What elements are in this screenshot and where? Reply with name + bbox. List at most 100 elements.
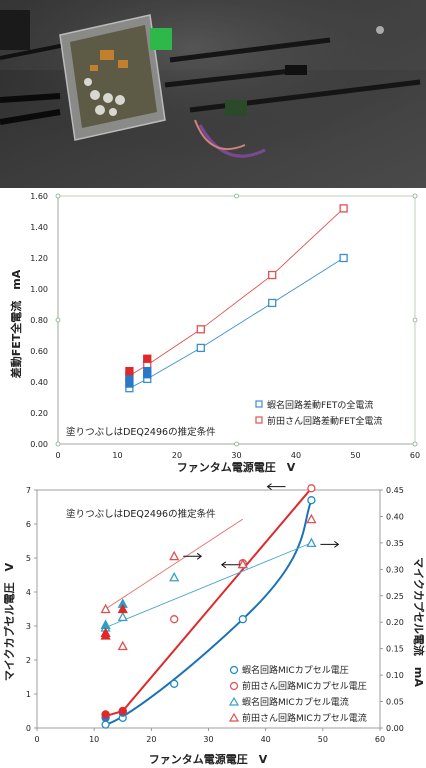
- y-tick-label-left: 6: [26, 520, 31, 529]
- legend-label-series-1: 蝦名回路差動FETの全電流: [267, 399, 373, 411]
- y-tick-label-left: 5: [26, 554, 31, 563]
- data-point-series-8: [100, 627, 111, 637]
- x-tick-label: 0: [55, 451, 60, 460]
- y-tick-label: 0.80: [30, 316, 48, 325]
- data-point-series-8: [117, 603, 128, 614]
- data-point-series-2: [196, 325, 205, 334]
- y-tick-label-right: 0.25: [386, 592, 404, 601]
- legend: 蝦名回路差動FETの全電流 前田さん回路差動FET全電流: [255, 399, 382, 427]
- y-tick-label: 1.20: [30, 254, 48, 263]
- frame-handle: [412, 193, 418, 199]
- data-point-series-1: [101, 720, 110, 729]
- y-tick-label-right: 0.15: [386, 645, 404, 654]
- antenna-middle: [164, 67, 301, 88]
- data-point-series-1: [307, 496, 316, 505]
- capacitors: [84, 78, 125, 116]
- legend-marker-series-2: [255, 416, 263, 424]
- y-tick-label-left: 1: [26, 690, 31, 699]
- x-tick-label: 0: [34, 735, 39, 744]
- x-tick-label: 10: [89, 735, 99, 744]
- x-tick-label: 20: [146, 735, 156, 744]
- y-tick-label-left: 2: [26, 656, 31, 665]
- data-point-series-3: [117, 611, 128, 622]
- x-axis-label: ファンタム電源電圧 V: [149, 752, 268, 766]
- y-tick-label: 1.40: [30, 223, 48, 232]
- data-point-series-2: [339, 204, 348, 213]
- data-point-series-1: [196, 343, 205, 353]
- pink-wire: [194, 119, 246, 150]
- y-tick-label-left: 4: [26, 588, 31, 597]
- y-tick-label-left: 0: [26, 724, 31, 733]
- y-tick-label-right: 0.35: [386, 539, 404, 548]
- data-point-series-3: [306, 537, 317, 548]
- wire-loop: [376, 26, 384, 34]
- purple-wire: [198, 124, 266, 158]
- annotation: 塗りつぶしはDEQ2496の推定条件: [66, 508, 216, 520]
- cable: [0, 109, 61, 125]
- legend-marker-series-1: [255, 400, 263, 408]
- connector: [285, 65, 307, 75]
- y-tick-label: 1.00: [30, 285, 48, 294]
- fit-line-series-4: [105, 518, 244, 610]
- arrow-icon: [220, 561, 240, 569]
- x-tick-label: 60: [375, 735, 385, 744]
- data-point-series-2: [268, 270, 277, 280]
- green-led-block: [150, 28, 172, 50]
- legend: 蝦名回路MICカプセル電圧 前田さん回路MICカプセル電圧 蝦名回路MICカプセ…: [228, 664, 367, 724]
- frame-handle: [55, 317, 61, 323]
- data-point-series-4: [143, 354, 152, 363]
- y-axis-label-right: マイクカプセル電流 mA: [412, 557, 426, 687]
- antenna-top: [169, 37, 331, 63]
- x-tick-label: 40: [261, 735, 271, 744]
- y-tick-label: 0.20: [30, 409, 48, 418]
- x-tick-label: 10: [112, 451, 122, 460]
- legend-label-series-4: 前田さん回路MICカプセル電流: [242, 712, 367, 724]
- data-point-series-1: [339, 253, 348, 263]
- current-chart: 0.00 0.20 0.40 0.60 0.80 1.00 1.20 1.40 1.60 0 10 2…: [0, 188, 426, 482]
- x-tick-label: 50: [350, 451, 360, 460]
- black-box: [0, 10, 30, 50]
- data-point-series-4: [100, 603, 111, 614]
- arrow-icon: [320, 541, 340, 548]
- arrow-icon: [266, 483, 286, 490]
- y-tick-label: 0.60: [30, 347, 48, 356]
- data-point-series-3: [143, 366, 152, 376]
- data-point-series-4: [169, 550, 180, 561]
- y-tick-label-right: 0.40: [386, 512, 404, 521]
- legend-marker-series-1: [229, 665, 239, 675]
- x-tick-label: 60: [410, 451, 420, 460]
- cable: [0, 42, 71, 60]
- data-point-series-6: [101, 710, 110, 719]
- legend-marker-series-2: [229, 681, 239, 691]
- x-tick-label: 30: [203, 735, 213, 744]
- frame-handle: [55, 441, 61, 447]
- y-tick-label-right: 0.10: [386, 671, 404, 680]
- x-tick-label: 20: [172, 451, 182, 460]
- annotation: 塗りつぶしはDEQ2496の推定条件: [66, 426, 216, 438]
- circuit-board: [70, 25, 157, 128]
- y-tick-label-left: 3: [26, 622, 31, 631]
- y-tick-label-right: 0.20: [386, 618, 404, 627]
- legend-label-series-2: 前田さん回路差動FET全電流: [267, 415, 382, 427]
- frame-handle: [412, 441, 418, 447]
- y-tick-label-left: 7: [26, 486, 31, 495]
- y-tick-label-right: 0.45: [386, 486, 404, 495]
- legend-marker-series-4: [228, 712, 240, 722]
- circuit-photo: [0, 0, 426, 188]
- y-axis-label: 差動FET全電流 mA: [9, 269, 23, 378]
- y-tick-label-right: 0.30: [386, 565, 404, 574]
- y-tick-label-right: 0.00: [386, 724, 404, 733]
- fit-line-series-3: [105, 542, 312, 628]
- data-point-series-3: [169, 571, 180, 582]
- data-point-series-1: [238, 615, 247, 624]
- data-point-series-2: [170, 615, 179, 624]
- legend-marker-series-3: [228, 696, 240, 706]
- y-tick-label-right: 0.05: [386, 698, 404, 707]
- x-tick-label: 40: [291, 451, 301, 460]
- legend-label-series-3: 蝦名回路MICカプセル電流: [242, 696, 349, 708]
- y-tick-label: 1.60: [30, 192, 48, 201]
- frame-handle: [412, 317, 418, 323]
- data-point-series-3: [125, 374, 134, 384]
- arrow-icon: [183, 552, 203, 560]
- data-point-series-1: [268, 298, 277, 308]
